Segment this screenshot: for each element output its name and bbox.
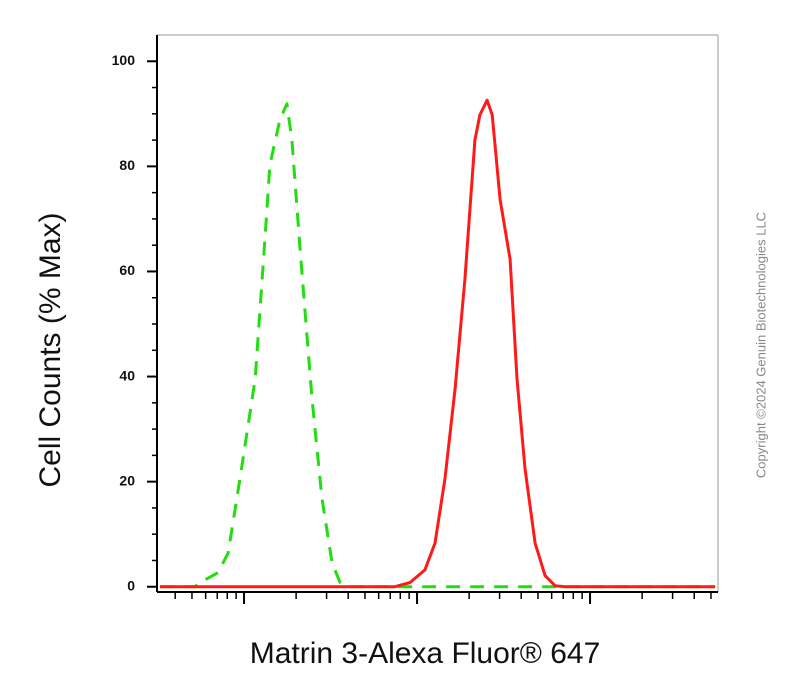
series-line [160, 102, 716, 589]
y-axis-title: Cell Counts (% Max) [34, 212, 67, 487]
y-tick-label: 0 [127, 577, 135, 593]
series-line [160, 98, 716, 589]
y-tick-label: 100 [112, 52, 136, 68]
y-tick-label: 60 [119, 262, 135, 278]
copyright: Copyright ©2024 Genuin Biotechnologies L… [753, 212, 768, 478]
y-tick-label: 80 [119, 157, 135, 173]
x-axis-title: Matrin 3-Alexa Fluor® 647 [250, 637, 601, 670]
y-tick-label: 40 [119, 367, 135, 383]
y-tick-label: 20 [119, 472, 135, 488]
